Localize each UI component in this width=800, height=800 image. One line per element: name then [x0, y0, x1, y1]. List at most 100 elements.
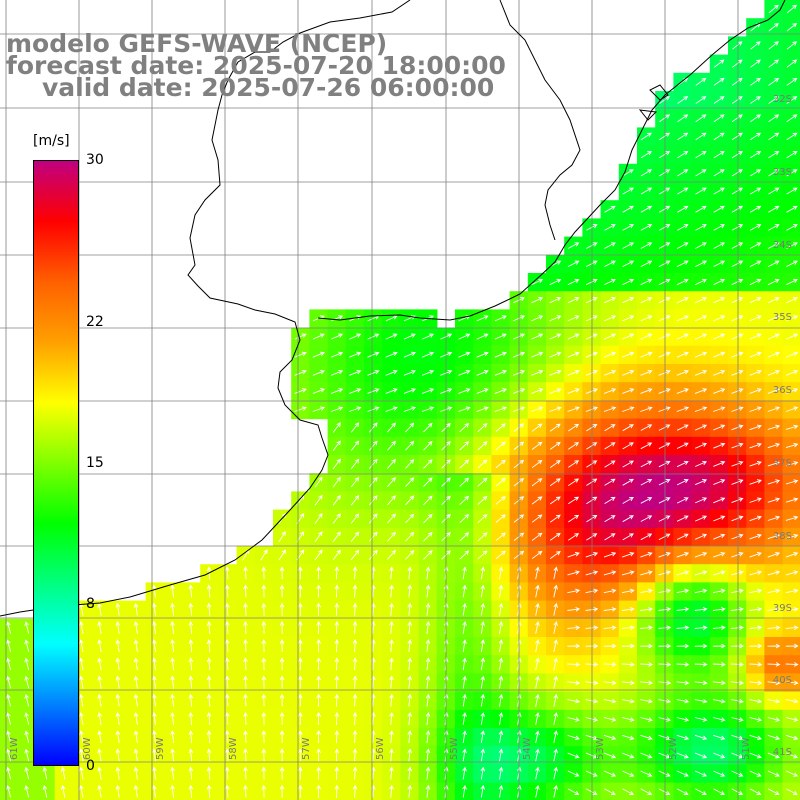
wind-arrow [676, 588, 690, 594]
wind-arrow [6, 675, 12, 689]
wind-arrow [421, 351, 435, 358]
wind-arrow [676, 643, 690, 649]
wind-arrow [749, 570, 763, 576]
wind-arrow [750, 96, 761, 104]
wind-arrow [462, 748, 467, 762]
wind-arrow [350, 422, 360, 433]
wind-arrow [567, 752, 580, 759]
wind-arrow [713, 333, 726, 340]
lat-label: 35S [773, 312, 792, 323]
lon-label: 51W [741, 737, 752, 760]
wind-arrow [585, 388, 598, 394]
wind-arrow [261, 657, 267, 671]
wind-arrow [462, 730, 467, 744]
wind-arrow [731, 588, 744, 594]
wind-arrow [658, 570, 672, 576]
wind-arrow [676, 515, 689, 522]
wind-arrow [6, 657, 12, 671]
wind-arrow [567, 734, 580, 741]
wind-arrow [785, 643, 799, 649]
wind-arrow [298, 711, 303, 725]
wind-arrow [622, 242, 635, 249]
wind-arrow [585, 552, 599, 558]
wind-arrow [640, 242, 653, 249]
wind-arrow [243, 657, 248, 671]
wind-arrow [712, 625, 726, 630]
wind-arrow [749, 333, 762, 340]
field-cell [673, 782, 693, 800]
wind-arrow [498, 566, 504, 580]
wind-arrow [731, 169, 744, 177]
wind-arrow [462, 657, 467, 671]
wind-arrow [261, 675, 267, 689]
wind-arrow [695, 260, 707, 268]
wind-arrow [767, 497, 781, 503]
wind-arrow [206, 584, 212, 598]
wind-arrow [694, 388, 708, 394]
wind-arrow [695, 96, 707, 104]
wind-arrow [206, 784, 212, 798]
wind-arrow [531, 550, 543, 560]
wind-arrow [459, 441, 470, 451]
wind-arrow [133, 639, 139, 653]
wind-arrow [352, 657, 358, 671]
wind-arrow [695, 497, 708, 504]
wind-arrow [604, 278, 616, 286]
wind-arrow [713, 497, 726, 504]
wind-arrow [316, 748, 321, 762]
wind-arrow [731, 752, 744, 759]
wind-arrow [712, 607, 726, 612]
wind-arrow [549, 388, 562, 394]
wind-arrow [367, 388, 380, 394]
wind-arrow [24, 730, 30, 744]
wind-arrow [386, 440, 396, 451]
wind-arrow [316, 784, 321, 798]
wind-arrow [640, 333, 653, 340]
wind-arrow [622, 424, 634, 432]
wind-arrow [658, 205, 671, 213]
wind-arrow [767, 698, 781, 704]
wind-arrow [170, 748, 175, 762]
wind-arrow [115, 730, 121, 744]
wind-arrow [334, 693, 340, 707]
wind-arrow [676, 260, 689, 268]
wind-arrow [477, 477, 488, 487]
wind-arrow [243, 748, 248, 762]
lon-label: 54W [522, 737, 533, 760]
wind-arrow [658, 388, 671, 394]
wind-arrow [407, 657, 413, 671]
wind-arrow [494, 351, 507, 358]
wind-arrow [152, 748, 157, 762]
wind-arrow [97, 784, 102, 798]
wind-arrow [713, 552, 726, 558]
wind-arrow [640, 788, 653, 796]
wind-arrow [658, 187, 671, 195]
wind-arrow [767, 607, 781, 612]
wind-arrow [334, 584, 340, 598]
wind-arrow [604, 297, 616, 304]
wind-arrow [425, 766, 431, 780]
wind-arrow [407, 784, 413, 798]
wind-arrow [389, 766, 394, 780]
wind-arrow [79, 730, 84, 744]
wind-arrow [676, 625, 690, 630]
wind-arrow [731, 515, 744, 522]
wind-arrow [6, 639, 12, 653]
wind-arrow [603, 388, 617, 394]
wind-arrow [407, 584, 413, 598]
wind-arrow [713, 315, 726, 322]
wind-arrow [188, 748, 194, 762]
wind-arrow [188, 711, 194, 725]
wind-arrow [423, 550, 433, 560]
wind-arrow [713, 297, 726, 304]
wind-arrow [476, 351, 489, 358]
wind-arrow [731, 132, 743, 141]
wind-arrow [535, 675, 540, 689]
wind-arrow [785, 607, 799, 612]
coastline-path [0, 0, 411, 617]
valid-date: valid date: 2025-07-26 06:00:00 [42, 73, 495, 102]
wind-arrow [677, 187, 689, 195]
wind-arrow [658, 533, 671, 541]
wind-arrow [97, 693, 102, 707]
wind-arrow [622, 224, 635, 231]
